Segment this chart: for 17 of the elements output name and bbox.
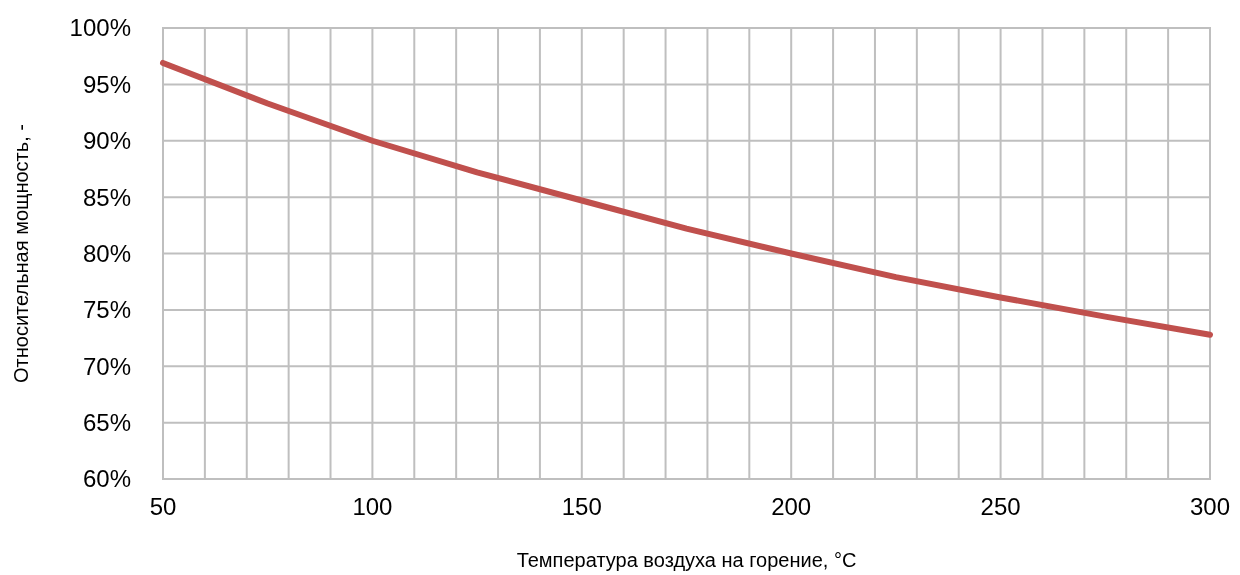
y-tick-label: 80%	[82, 239, 131, 267]
y-tick-label: 85%	[82, 183, 131, 211]
x-tick-label: 50	[149, 493, 177, 520]
x-tick-label: 300	[1189, 493, 1231, 520]
y-tick-label: 60%	[82, 465, 131, 493]
y-tick-label: 100%	[69, 14, 131, 42]
x-tick-label: 150	[561, 493, 602, 520]
x-tick-label: 250	[980, 493, 1021, 520]
y-tick-label: 95%	[82, 70, 131, 98]
x-tick-label: 100	[352, 493, 393, 520]
x-tick-label: 200	[771, 493, 812, 520]
y-axis-title: Относительная мощность, -	[10, 124, 32, 383]
x-axis-title: Температура воздуха на горение, °C	[516, 549, 857, 571]
y-tick-label: 90%	[82, 127, 131, 155]
y-tick-label: 75%	[82, 296, 131, 324]
y-tick-label: 65%	[82, 409, 131, 437]
y-tick-label: 70%	[82, 352, 131, 380]
